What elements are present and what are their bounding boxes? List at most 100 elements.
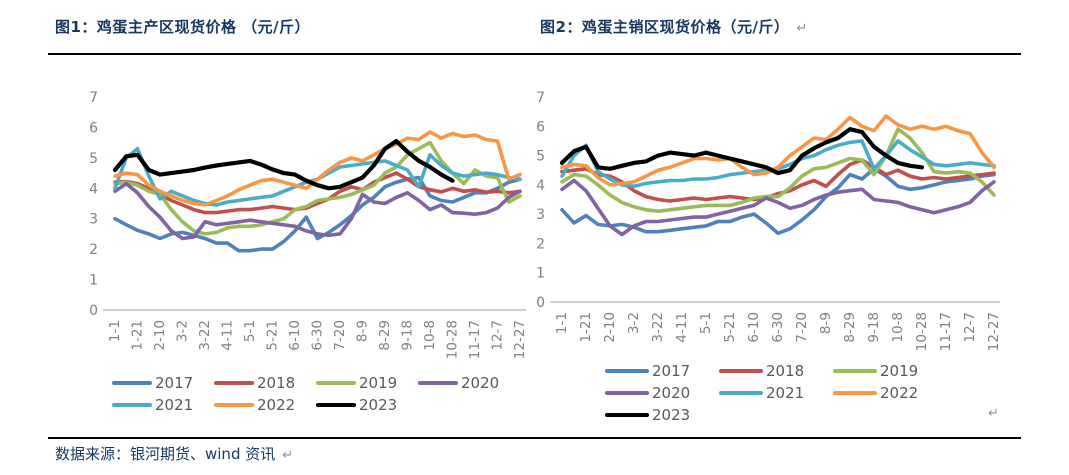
y-tick-label: 6 (89, 120, 98, 136)
x-tick-label: 8-29 (842, 312, 858, 343)
figure2-title-text: 图2：鸡蛋主销区现货价格（元/斤） (540, 18, 790, 36)
x-tick-label: 3-2 (175, 320, 191, 342)
figure2-legend: 2017 2018 2019 2020 2021 2022 2023 (605, 360, 947, 426)
legend-swatch-icon (605, 390, 649, 396)
x-tick-label: 8-9 (818, 312, 834, 334)
x-tick-label: 8-29 (377, 320, 393, 351)
legend-label: 2018 (766, 362, 805, 380)
legend-item-2020: 2020 (605, 384, 719, 402)
x-tick-label: 12-7 (490, 320, 506, 351)
series-line-2023 (559, 127, 925, 176)
x-tick-label: 4-11 (220, 320, 236, 351)
legend-swatch-icon (418, 380, 458, 386)
legend-swatch-icon (112, 380, 152, 386)
y-tick-label: 3 (536, 207, 545, 223)
x-tick-label: 6-10 (746, 312, 762, 343)
legend-label: 2022 (880, 384, 919, 402)
legend-label: 2021 (155, 396, 194, 414)
legend-label: 2020 (652, 384, 691, 402)
bottom-divider (48, 437, 1021, 439)
x-tick-label: 7-20 (332, 320, 348, 351)
x-tick-label: 1-21 (130, 320, 146, 351)
data-source-note: 数据来源：银河期货、wind 资讯 ↵ (55, 443, 293, 464)
legend-swatch-icon (833, 368, 877, 374)
x-tick-label: 5-1 (698, 312, 714, 334)
x-tick-label: 9-18 (866, 312, 882, 343)
x-tick-label: 5-21 (265, 320, 281, 351)
x-tick-label: 5-1 (242, 320, 258, 342)
legend-label: 2017 (652, 362, 691, 380)
x-tick-label: 6-10 (287, 320, 303, 351)
legend-swatch-icon (605, 412, 649, 418)
y-tick-label: 7 (89, 90, 98, 106)
legend-item-2022: 2022 (833, 384, 947, 402)
y-tick-label: 5 (89, 151, 98, 167)
x-tick-label: 12-27 (512, 320, 528, 359)
legend-item-2019: 2019 (316, 374, 418, 392)
y-tick-label: 7 (536, 90, 545, 106)
x-tick-label: 10-8 (422, 320, 438, 351)
legend-item-2021: 2021 (719, 384, 833, 402)
x-tick-label: 1-1 (554, 312, 570, 334)
figure1-line-chart: 0 1 2 3 4 5 6 7 1-1 1-21 2-10 3-2 3-22 4-11 5-1 5-21 6-1… (89, 90, 528, 359)
x-tick-label: 3-22 (197, 320, 213, 351)
legend-label: 2023 (652, 406, 691, 424)
y-tick-label: 4 (536, 178, 545, 194)
x-tick-label: 12-7 (962, 312, 978, 343)
figure2-title: 图2：鸡蛋主销区现货价格（元/斤） ↵ (540, 16, 808, 37)
y-tick-label: 2 (89, 242, 98, 258)
y-tick-label: 6 (536, 119, 545, 135)
x-tick-label: 6-30 (770, 312, 786, 343)
legend-label: 2023 (359, 396, 398, 414)
x-tick-label: 6-30 (310, 320, 326, 351)
y-tick-label: 0 (536, 295, 545, 311)
legend-swatch-icon (214, 380, 254, 386)
legend-item-2021: 2021 (112, 396, 214, 414)
legend-label: 2021 (766, 384, 805, 402)
y-tick-label: 2 (536, 236, 545, 252)
x-tick-label: 3-2 (626, 312, 642, 334)
legend-label: 2018 (257, 374, 296, 392)
y-tick-label: 3 (89, 212, 98, 228)
legend-item-2018: 2018 (719, 362, 833, 380)
x-tick-label: 4-11 (674, 312, 690, 343)
series-line-2023 (112, 138, 455, 191)
y-tick-label: 0 (89, 303, 98, 319)
legend-swatch-icon (719, 390, 763, 396)
legend-swatch-icon (719, 368, 763, 374)
y-tick-label: 1 (89, 273, 98, 289)
x-tick-label: 10-8 (890, 312, 906, 343)
series-line-2022 (560, 114, 996, 187)
y-tick-label: 1 (536, 266, 545, 282)
legend-label: 2019 (359, 374, 398, 392)
x-tick-label: 3-22 (650, 312, 666, 343)
legend-item-2022: 2022 (214, 396, 316, 414)
series-line-2017 (113, 175, 522, 253)
series-line-2020 (560, 178, 996, 237)
series-line-2018 (113, 171, 522, 215)
x-tick-label: 11-17 (938, 312, 954, 351)
legend-item-2018: 2018 (214, 374, 316, 392)
x-tick-label: 5-21 (722, 312, 738, 343)
series-line-2022 (113, 130, 522, 207)
x-tick-label: 1-21 (578, 312, 594, 343)
legend-item-2017: 2017 (112, 374, 214, 392)
data-source-text: 数据来源：银河期货、wind 资讯 (55, 445, 276, 463)
x-tick-label: 7-20 (794, 312, 810, 343)
legend-item-2019: 2019 (833, 362, 947, 380)
legend-item-2020: 2020 (418, 374, 520, 392)
legend-item-2023: 2023 (605, 406, 719, 424)
legend-swatch-icon (214, 402, 254, 408)
x-tick-label: 9-18 (400, 320, 416, 351)
figure1-legend: 2017 2018 2019 2020 2021 2022 2023 (112, 372, 520, 416)
x-tick-label: 12-27 (986, 312, 1002, 351)
legend-label: 2017 (155, 374, 194, 392)
legend-label: 2022 (257, 396, 296, 414)
legend-swatch-icon (833, 390, 877, 396)
x-tick-label: 2-10 (602, 312, 618, 343)
legend-swatch-icon (605, 368, 649, 374)
y-tick-label: 4 (89, 181, 98, 197)
y-tick-label: 5 (536, 149, 545, 165)
top-divider (48, 53, 1021, 55)
legend-swatch-icon (112, 402, 152, 408)
